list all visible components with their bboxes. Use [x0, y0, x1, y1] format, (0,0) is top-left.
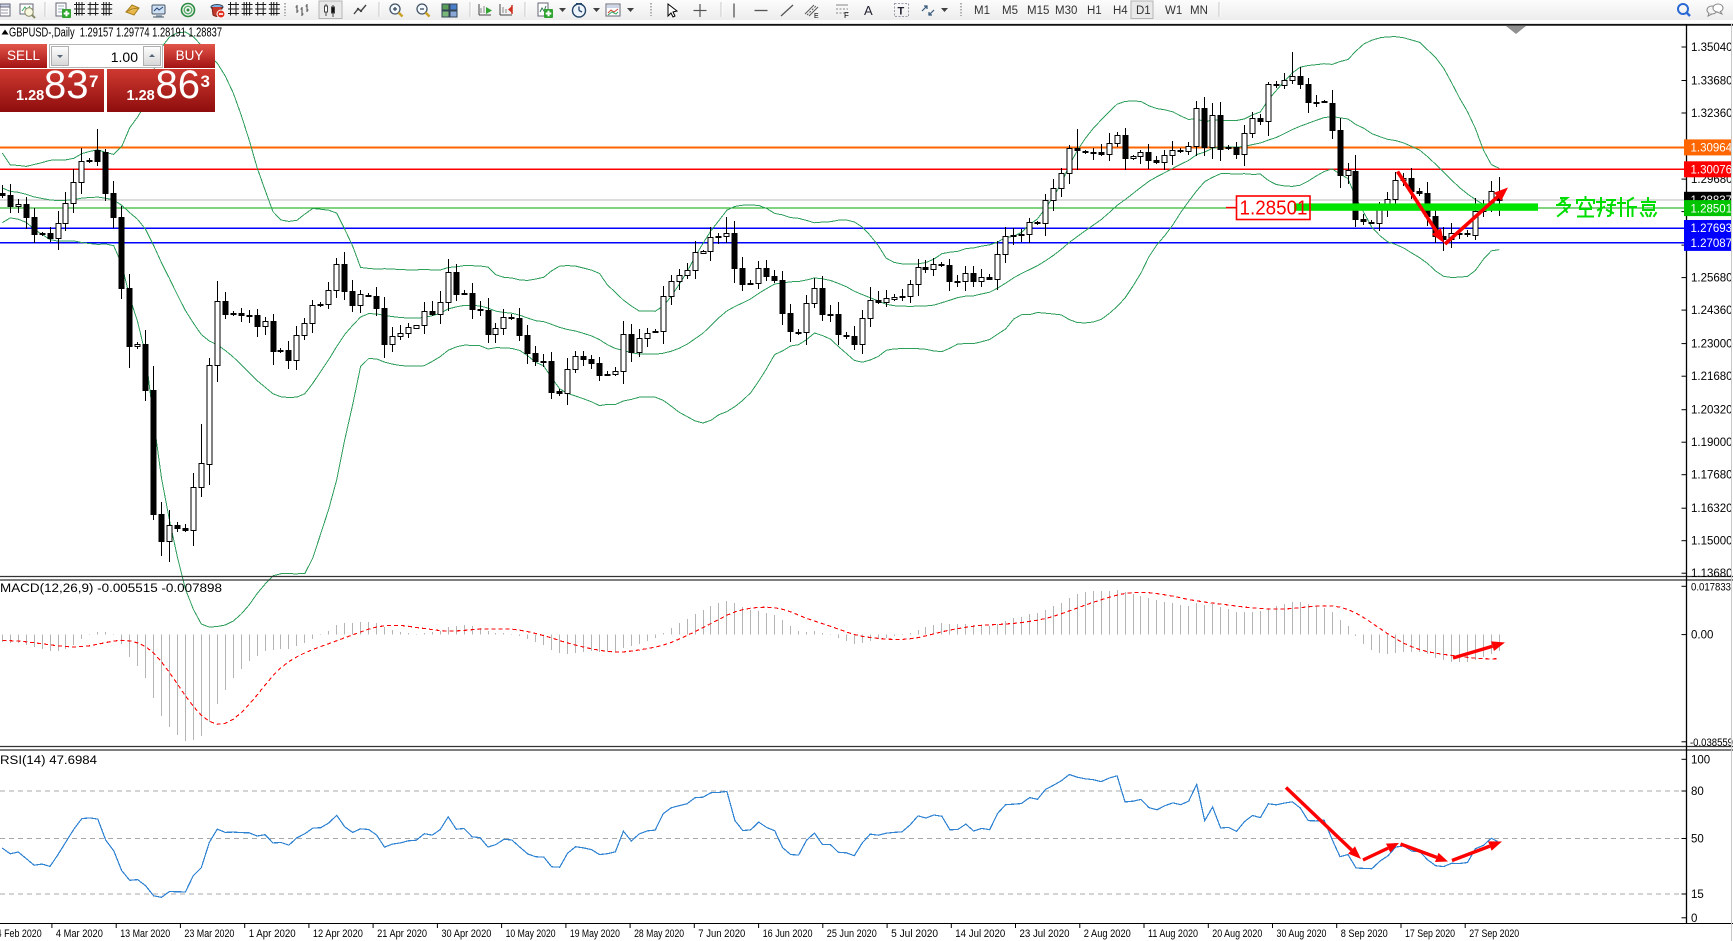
svg-text:1.17680: 1.17680 — [1691, 470, 1733, 482]
svg-text:1.33680: 1.33680 — [1691, 76, 1733, 88]
svg-text:1.30964: 1.30964 — [1691, 143, 1733, 155]
svg-text:1.35040: 1.35040 — [1691, 42, 1733, 54]
svg-text:1.27693: 1.27693 — [1691, 223, 1733, 235]
svg-text:D1: D1 — [1136, 5, 1151, 17]
svg-text:30 Aug 2020: 30 Aug 2020 — [1277, 928, 1327, 940]
svg-text:17 Sep 2020: 17 Sep 2020 — [1405, 928, 1455, 940]
svg-text:GBPUSD-,Daily 1.29157 1.29774: GBPUSD-,Daily 1.29157 1.29774 1.28191 1.… — [9, 25, 222, 40]
svg-text:2 Aug 2020: 2 Aug 2020 — [1084, 928, 1131, 940]
svg-text:23 Jul 2020: 23 Jul 2020 — [1020, 928, 1070, 940]
svg-text:1.30076: 1.30076 — [1691, 165, 1733, 177]
svg-text:0: 0 — [1691, 913, 1697, 925]
svg-text:0.017833: 0.017833 — [1691, 581, 1731, 593]
svg-text:F: F — [844, 11, 849, 20]
svg-text:MACD(12,26,9) -0.005515 -0.007: MACD(12,26,9) -0.005515 -0.007898 — [0, 583, 222, 595]
svg-text:28 May 2020: 28 May 2020 — [634, 928, 684, 940]
svg-text:80: 80 — [1691, 786, 1704, 798]
svg-text:E: E — [814, 13, 819, 20]
svg-text:M30: M30 — [1055, 5, 1077, 17]
svg-text:27 Sep 2020: 27 Sep 2020 — [1469, 928, 1519, 940]
svg-text:23 Mar 2020: 23 Mar 2020 — [184, 928, 234, 940]
svg-text:1.19000: 1.19000 — [1691, 437, 1733, 449]
svg-text:16 Jun 2020: 16 Jun 2020 — [763, 928, 813, 940]
svg-text:30 Apr 2020: 30 Apr 2020 — [441, 928, 491, 940]
svg-text:10 May 2020: 10 May 2020 — [506, 928, 556, 940]
svg-text:1.32360: 1.32360 — [1691, 108, 1733, 120]
svg-text:M1: M1 — [974, 5, 990, 17]
svg-text:1.27087: 1.27087 — [1691, 238, 1733, 250]
svg-text:5 Jul 2020: 5 Jul 2020 — [891, 928, 938, 940]
svg-text:24 Feb 2020: 24 Feb 2020 — [0, 928, 42, 940]
svg-text:H4: H4 — [1113, 5, 1128, 17]
svg-text:20 Aug 2020: 20 Aug 2020 — [1212, 928, 1262, 940]
svg-text:A: A — [864, 3, 873, 18]
svg-text:7 Jun 2020: 7 Jun 2020 — [698, 928, 745, 940]
svg-text:M15: M15 — [1027, 5, 1049, 17]
svg-text:MN: MN — [1190, 5, 1208, 17]
svg-text:1.28501: 1.28501 — [1691, 203, 1733, 215]
svg-text:14 Jul 2020: 14 Jul 2020 — [955, 928, 1005, 940]
svg-text:M5: M5 — [1002, 5, 1018, 17]
svg-text:T: T — [898, 6, 905, 18]
svg-text:12 Apr 2020: 12 Apr 2020 — [313, 928, 363, 940]
svg-text:1.23000: 1.23000 — [1691, 339, 1733, 351]
svg-text:1 Apr 2020: 1 Apr 2020 — [249, 928, 296, 940]
svg-text:1.24360: 1.24360 — [1691, 305, 1733, 317]
svg-text:-0.038559: -0.038559 — [1690, 737, 1733, 749]
svg-text:11 Aug 2020: 11 Aug 2020 — [1148, 928, 1198, 940]
svg-text:1.21680: 1.21680 — [1691, 371, 1733, 383]
svg-text:1.13680: 1.13680 — [1691, 568, 1733, 580]
svg-text:50: 50 — [1691, 834, 1704, 846]
svg-text:19 May 2020: 19 May 2020 — [570, 928, 620, 940]
svg-text:RSI(14) 47.6984: RSI(14) 47.6984 — [0, 755, 98, 767]
svg-text:1.16320: 1.16320 — [1691, 503, 1733, 515]
svg-text:H1: H1 — [1087, 5, 1102, 17]
svg-text:1.20320: 1.20320 — [1691, 405, 1733, 417]
svg-text:W1: W1 — [1165, 5, 1182, 17]
svg-text:1.25680: 1.25680 — [1691, 273, 1733, 285]
svg-text:8 Sep 2020: 8 Sep 2020 — [1341, 928, 1388, 940]
svg-text:15: 15 — [1691, 889, 1704, 901]
svg-text:13 Mar 2020: 13 Mar 2020 — [120, 928, 170, 940]
svg-text:25 Jun 2020: 25 Jun 2020 — [827, 928, 877, 940]
svg-text:100: 100 — [1691, 754, 1710, 766]
svg-text:21 Apr 2020: 21 Apr 2020 — [377, 928, 427, 940]
svg-text:1.15000: 1.15000 — [1691, 536, 1733, 548]
svg-text:0.00: 0.00 — [1691, 630, 1713, 642]
svg-text:4 Mar 2020: 4 Mar 2020 — [56, 928, 103, 940]
svg-text:1.28501: 1.28501 — [1240, 198, 1308, 220]
